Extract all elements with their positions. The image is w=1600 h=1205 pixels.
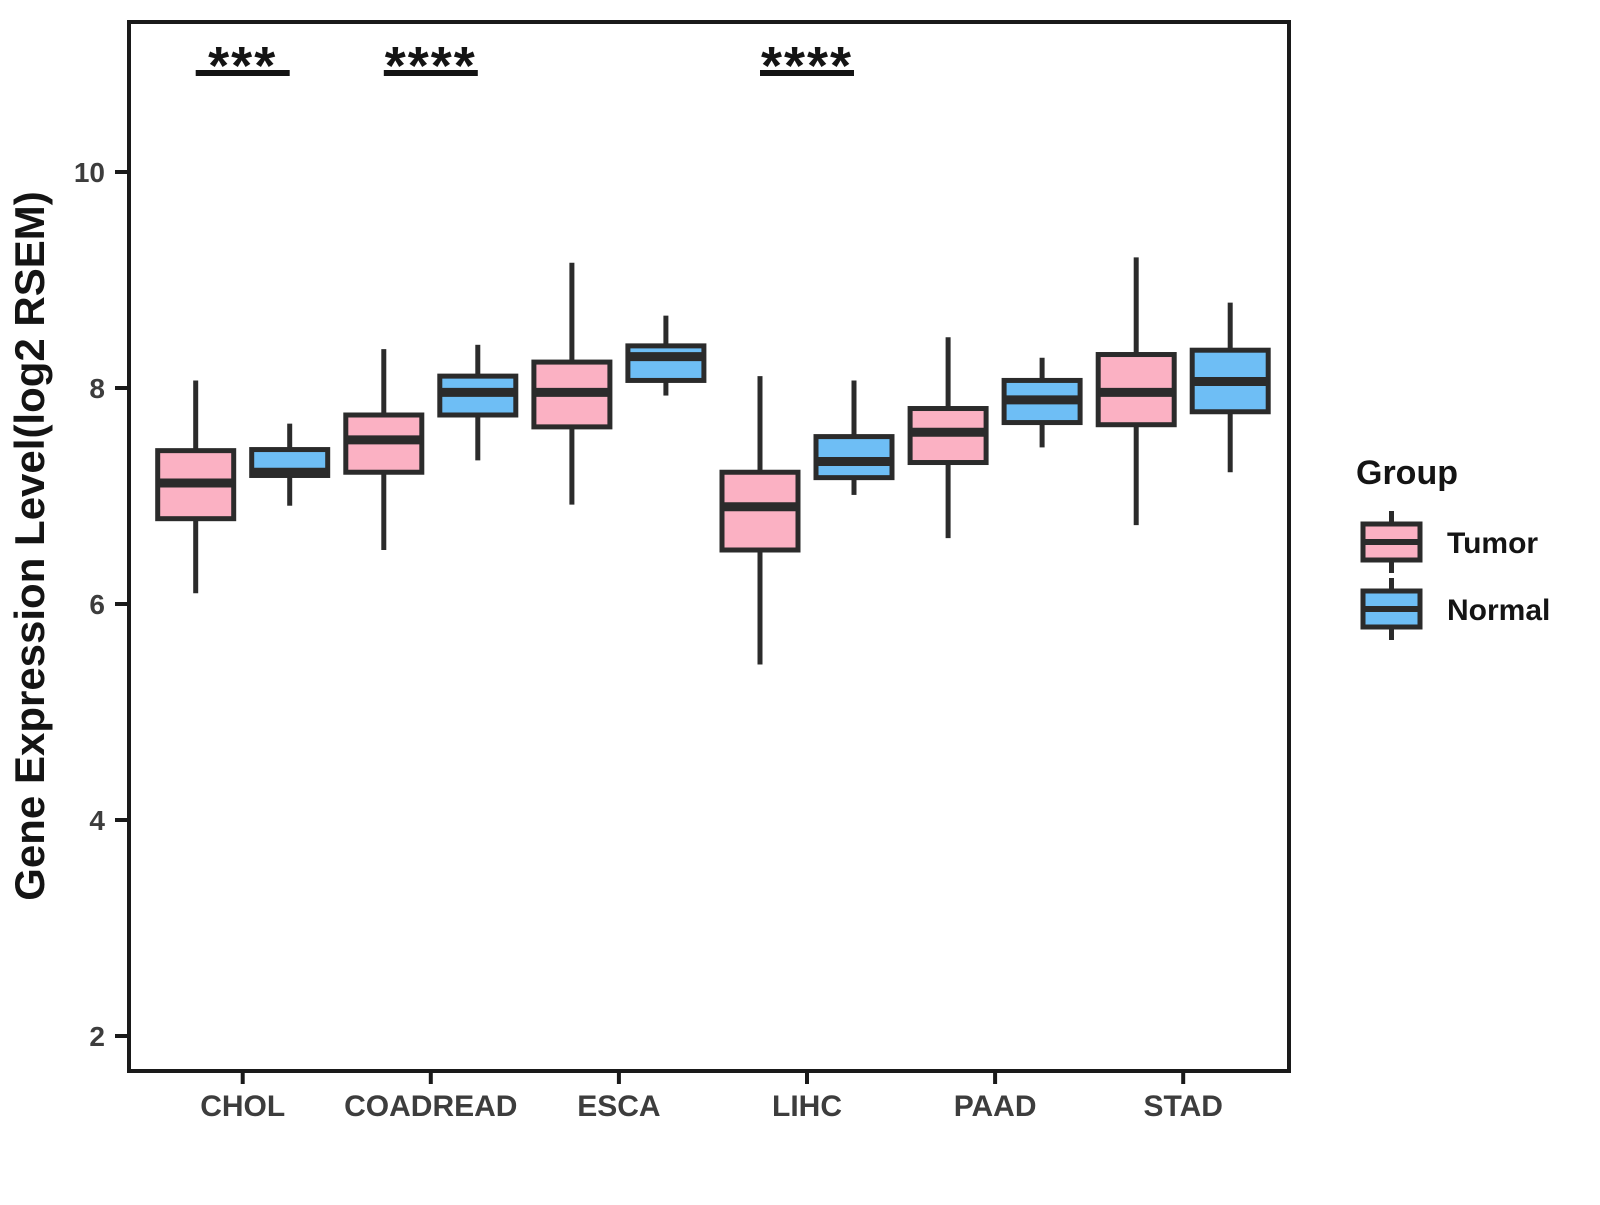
legend-item-label: Tumor	[1447, 527, 1538, 560]
legend-item-label: Normal	[1447, 594, 1550, 627]
x-tick-label-coadread: COADREAD	[344, 1090, 517, 1123]
legend-title: Group	[1356, 454, 1458, 492]
x-tick-label-stad: STAD	[1143, 1090, 1222, 1123]
y-tick-label: 6	[89, 589, 105, 620]
boxplot-normal-coadread	[437, 344, 519, 461]
legend-item-normal: Normal	[1360, 578, 1550, 640]
y-tick-label: 10	[74, 157, 105, 188]
significance-stars-coadread: ****	[385, 36, 477, 96]
y-tick-label: 8	[89, 373, 105, 404]
boxplot-tumor-chol	[155, 380, 237, 594]
boxplot-normal-lihc	[813, 380, 895, 495]
x-tick-label-chol: CHOL	[200, 1090, 285, 1123]
y-tick-label: 2	[89, 1021, 105, 1052]
boxplot-tumor-stad	[1095, 257, 1177, 526]
boxplot-tumor-coadread	[343, 349, 425, 550]
x-tick-label-lihc: LIHC	[772, 1090, 842, 1123]
boxplot-normal-esca	[625, 315, 707, 396]
boxplot-normal-stad	[1189, 302, 1271, 473]
boxplot-normal-chol	[249, 423, 331, 506]
y-axis-title: Gene Expression Level(log2 RSEM)	[6, 191, 53, 901]
panel-border	[127, 20, 1291, 1073]
significance-stars-chol: ***	[208, 36, 277, 96]
x-tick-label-paad: PAAD	[954, 1090, 1037, 1123]
boxplot-tumor-paad	[907, 337, 989, 539]
boxplot-normal-paad	[1001, 357, 1083, 448]
significance-stars-lihc: ****	[761, 36, 853, 96]
y-tick-label: 4	[89, 805, 105, 836]
x-tick-label-esca: ESCA	[577, 1090, 660, 1123]
legend-item-tumor: Tumor	[1360, 511, 1538, 573]
boxplot-tumor-lihc	[719, 376, 801, 665]
boxplot-tumor-esca	[531, 262, 613, 505]
iqr-box	[625, 343, 707, 383]
